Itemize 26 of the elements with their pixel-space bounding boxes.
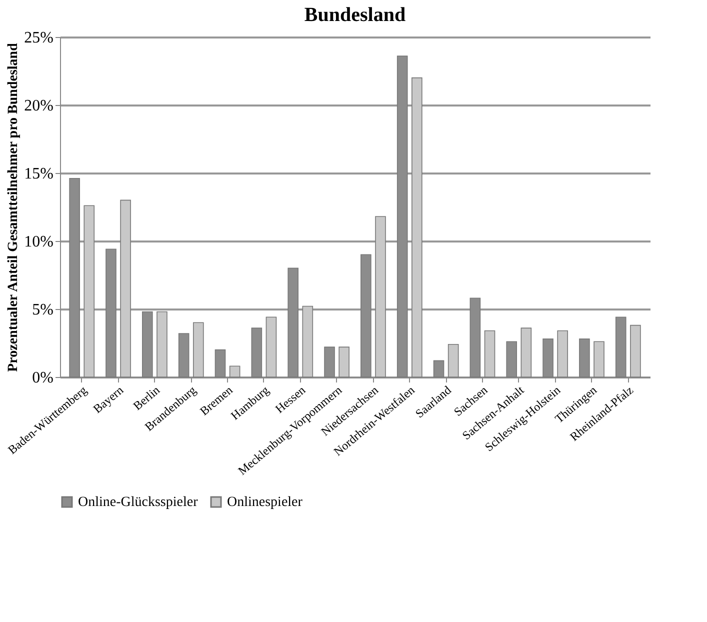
bar xyxy=(266,316,277,378)
bar xyxy=(594,341,604,378)
legend-label: Online-Glücksspieler xyxy=(78,495,198,510)
bar xyxy=(156,311,168,378)
y-tick-label: 25% xyxy=(24,30,54,46)
bar xyxy=(302,306,314,378)
y-axis-title: Prozentualer Anteil Gesamtteilnehmer pro Bundesland xyxy=(6,42,22,372)
y-tick-label: 20% xyxy=(24,98,54,114)
chart-title: Bundesland xyxy=(304,4,406,26)
bar xyxy=(84,205,95,378)
bar xyxy=(375,216,386,378)
bar xyxy=(338,346,350,378)
bar xyxy=(484,330,496,378)
bar xyxy=(229,366,240,378)
y-tick-label: 10% xyxy=(24,234,54,250)
bar xyxy=(192,322,204,378)
bar xyxy=(448,344,459,378)
y-tick-label: 5% xyxy=(32,302,54,318)
bar xyxy=(557,330,568,378)
bar xyxy=(120,200,131,378)
y-tick-label: 0% xyxy=(32,370,54,386)
y-tick-label: 15% xyxy=(24,166,54,182)
legend-label: Onlinespieler xyxy=(227,495,303,510)
bar xyxy=(412,77,422,378)
bar xyxy=(630,324,641,378)
bar xyxy=(520,328,532,378)
